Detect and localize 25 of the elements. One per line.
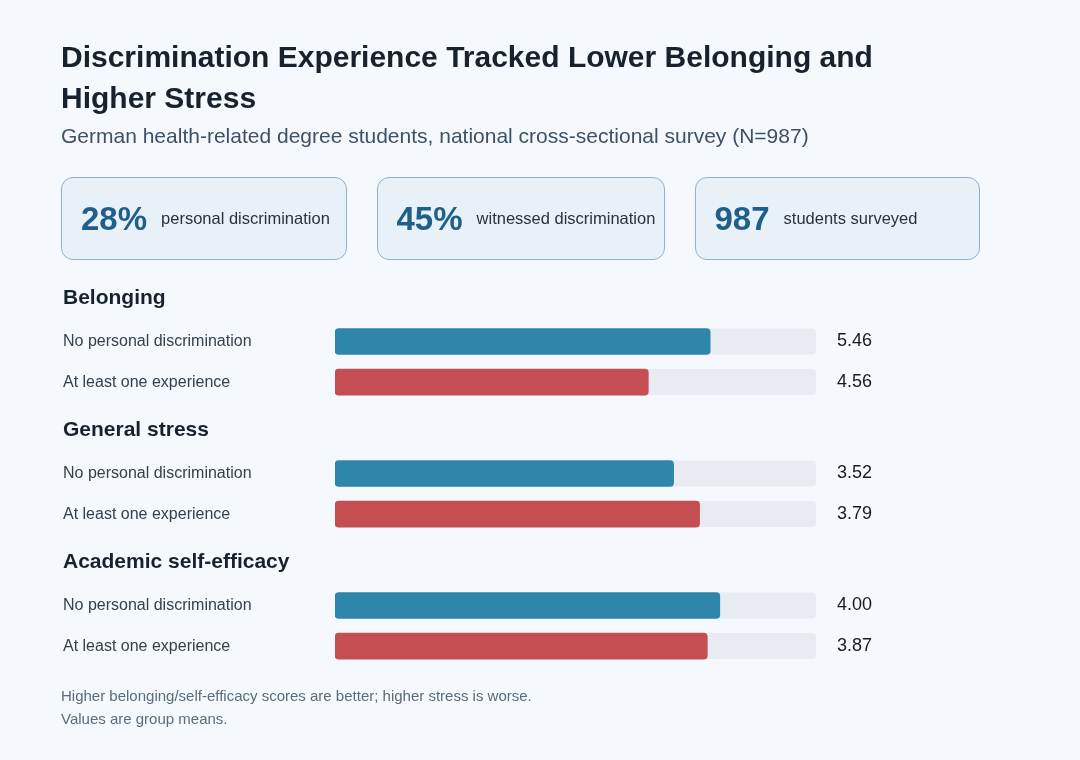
text: General stress [63,417,209,441]
y-tick-label: No personal discrimination [63,463,252,481]
data-label: 3.52 [837,462,873,483]
text: Values are group means. [61,709,229,729]
text: 45% [396,199,463,238]
y-tick-label: At least one experience [63,636,231,654]
text: 987 [714,199,770,238]
text: witnessed discrimination [476,209,656,228]
text: 28% [81,199,148,238]
text: students surveyed [783,209,918,228]
text: Discrimination Experience Tracked Lower Belonging and Higher Stress [61,39,874,116]
y-tick-label: At least one experience [63,372,231,390]
data-label: 3.79 [837,503,873,524]
data-label: 4.00 [837,594,873,615]
data-label: 5.46 [837,330,873,351]
text: German health-related degree students, national cross-sectional survey (N=987) [61,123,810,149]
text: Higher belonging/self-efficacy scores are better; higher stress is worse. [61,686,533,706]
data-label: 4.56 [837,371,873,392]
y-tick-label: No personal discrimination [63,331,252,349]
text: personal discrimination [161,209,330,228]
chart-title: Academic self-efficacy [63,549,290,573]
y-tick-label: At least one experience [63,504,231,522]
y-tick-label: No personal discrimination [63,595,252,613]
text: Belonging [63,285,166,309]
data-label: 3.87 [837,635,873,656]
